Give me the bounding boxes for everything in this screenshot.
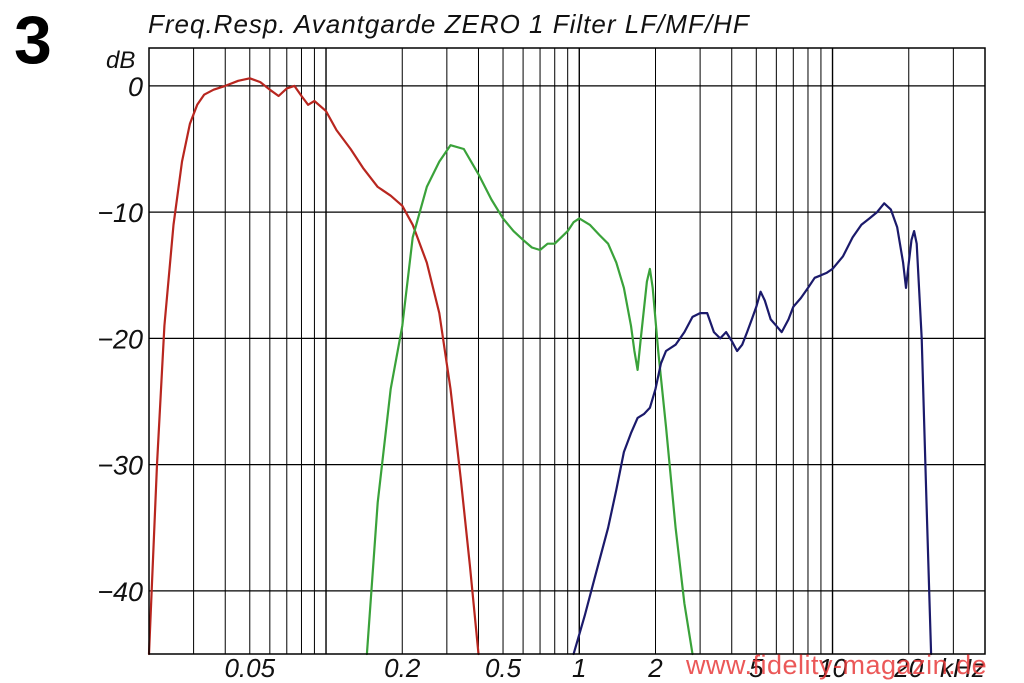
y-tick-label: −30 bbox=[97, 451, 143, 481]
x-tick-label: 0.2 bbox=[384, 653, 421, 683]
y-tick-label: −20 bbox=[97, 324, 143, 354]
x-tick-label: 0.5 bbox=[485, 653, 522, 683]
y-tick-label: −10 bbox=[97, 198, 143, 228]
y-axis-ticks: 0 −10 −20 −30 −40 bbox=[97, 72, 143, 607]
x-tick-label: 20 bbox=[893, 653, 923, 683]
x-tick-label: 5 bbox=[749, 653, 764, 683]
x-axis-ticks: 0.05 0.2 0.5 1 2 5 10 20 bbox=[224, 653, 923, 683]
figure-number: 3 bbox=[14, 2, 52, 78]
y-tick-label: 0 bbox=[128, 72, 143, 102]
plot-frame bbox=[148, 47, 986, 655]
x-tick-label: 2 bbox=[647, 653, 663, 683]
series-layer bbox=[147, 77, 933, 656]
x-tick-label: 1 bbox=[572, 653, 586, 683]
y-tick-label: −40 bbox=[97, 577, 143, 607]
grid bbox=[149, 48, 985, 654]
watermark: www.fidelity-magazin.de bbox=[686, 650, 988, 680]
x-tick-label: 0.05 bbox=[224, 653, 275, 683]
x-tick-label: 10 bbox=[818, 653, 847, 683]
series-line-3 bbox=[572, 202, 933, 656]
chart-title: Freq.Resp. Avantgarde ZERO 1 Filter LF/M… bbox=[148, 9, 751, 39]
x-axis-label: kHz bbox=[940, 653, 985, 683]
y-axis-label: dB bbox=[106, 47, 135, 74]
series-line-2 bbox=[365, 144, 694, 656]
series-line-1 bbox=[147, 77, 480, 656]
